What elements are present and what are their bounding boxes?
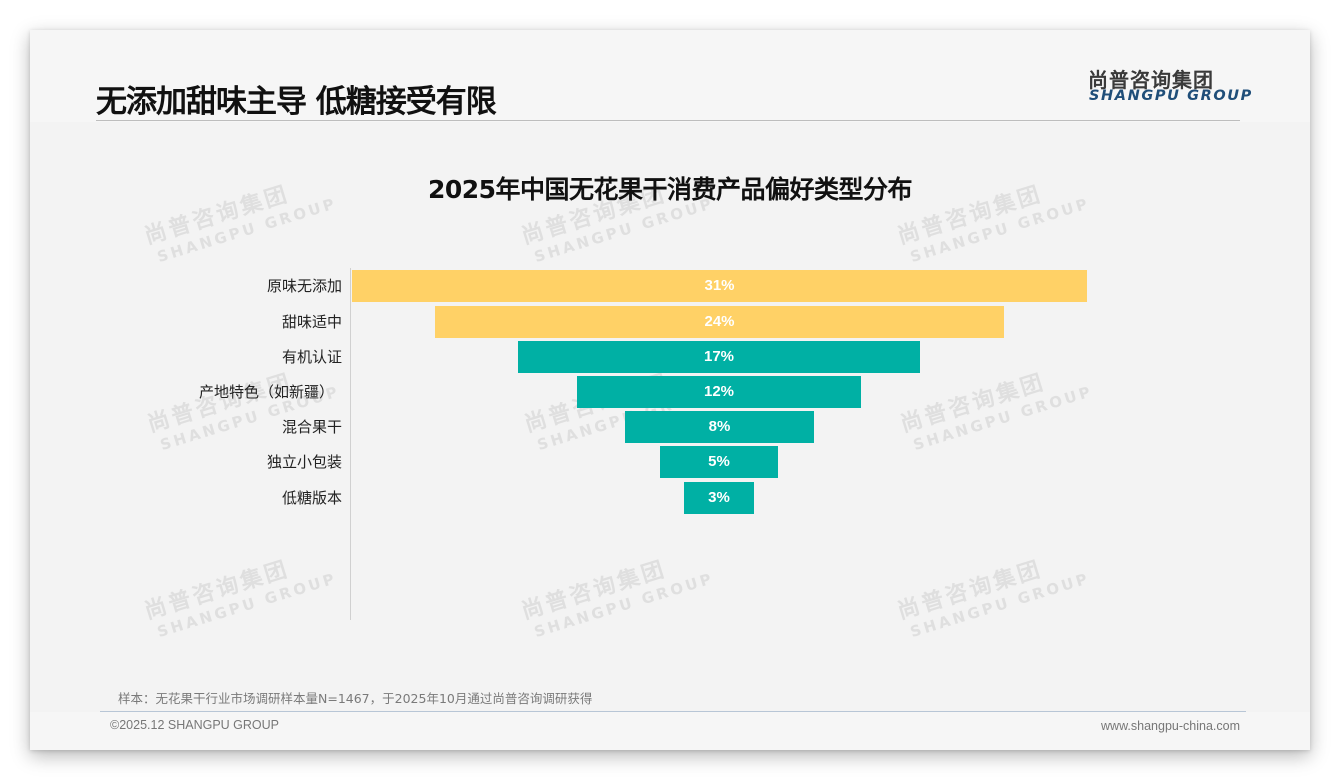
funnel-bar: 3% bbox=[684, 482, 754, 514]
watermark: 尚普咨询集团 SHANGPU GROUP bbox=[896, 352, 1095, 456]
sample-note: 样本：无花果干行业市场调研样本量N=1467，于2025年10月通过尚普咨询调研… bbox=[118, 691, 593, 706]
bar-value-label: 12% bbox=[703, 383, 735, 400]
category-label: 产地特色（如新疆） bbox=[198, 383, 334, 401]
funnel-bar: 31% bbox=[352, 270, 1087, 302]
logo-cn: 尚普咨询集团 bbox=[1088, 68, 1214, 92]
slide: 尚普咨询集团 SHANGPU GROUP 尚普咨询集团 SHANGPU GROU… bbox=[30, 30, 1310, 750]
website-link[interactable]: www.shangpu-china.com bbox=[1101, 719, 1240, 733]
funnel-bar: 8% bbox=[625, 411, 814, 443]
chart-title: 2025年中国无花果干消费产品偏好类型分布 bbox=[427, 175, 913, 204]
logo-en: SHANGPU GROUP bbox=[1089, 88, 1253, 104]
watermark-en: SHANGPU GROUP bbox=[155, 569, 340, 642]
watermark-en: SHANGPU GROUP bbox=[911, 382, 1096, 455]
bar-value-label: 8% bbox=[708, 418, 731, 435]
bar-value-label: 24% bbox=[704, 313, 735, 330]
header-divider bbox=[96, 120, 1240, 121]
footer-divider bbox=[100, 711, 1246, 712]
funnel-bar: 12% bbox=[577, 376, 861, 408]
header-band bbox=[30, 30, 1310, 122]
bar-value-label: 31% bbox=[704, 277, 735, 294]
bar-value-label: 17% bbox=[703, 348, 735, 365]
watermark-en: SHANGPU GROUP bbox=[908, 569, 1093, 642]
category-label: 独立小包装 bbox=[266, 453, 342, 471]
funnel-bar: 17% bbox=[518, 341, 920, 373]
watermark: 尚普咨询集团 SHANGPU GROUP bbox=[893, 539, 1092, 643]
category-label: 原味无添加 bbox=[266, 277, 342, 295]
watermark-cn: 尚普咨询集团 bbox=[894, 556, 1046, 625]
bar-value-label: 3% bbox=[708, 489, 730, 506]
footer-band bbox=[30, 712, 1310, 750]
watermark: 尚普咨询集团 SHANGPU GROUP bbox=[517, 539, 716, 643]
category-label: 甜味适中 bbox=[281, 313, 342, 331]
funnel-bar: 24% bbox=[435, 306, 1004, 338]
watermark-en: SHANGPU GROUP bbox=[532, 569, 717, 642]
watermark: 尚普咨询集团 SHANGPU GROUP bbox=[140, 539, 339, 643]
watermark-cn: 尚普咨询集团 bbox=[518, 556, 670, 625]
funnel-bar: 5% bbox=[660, 446, 778, 478]
page-title: 无添加甜味主导 低糖接受有限 bbox=[96, 84, 497, 120]
category-label: 混合果干 bbox=[281, 418, 342, 436]
watermark-cn: 尚普咨询集团 bbox=[897, 369, 1049, 438]
copyright: ©2025.12 SHANGPU GROUP bbox=[110, 718, 279, 732]
category-label: 有机认证 bbox=[281, 348, 342, 366]
category-label: 低糖版本 bbox=[281, 489, 342, 507]
bar-value-label: 5% bbox=[708, 453, 730, 470]
category-axis-line bbox=[350, 268, 351, 620]
watermark-cn: 尚普咨询集团 bbox=[141, 556, 293, 625]
